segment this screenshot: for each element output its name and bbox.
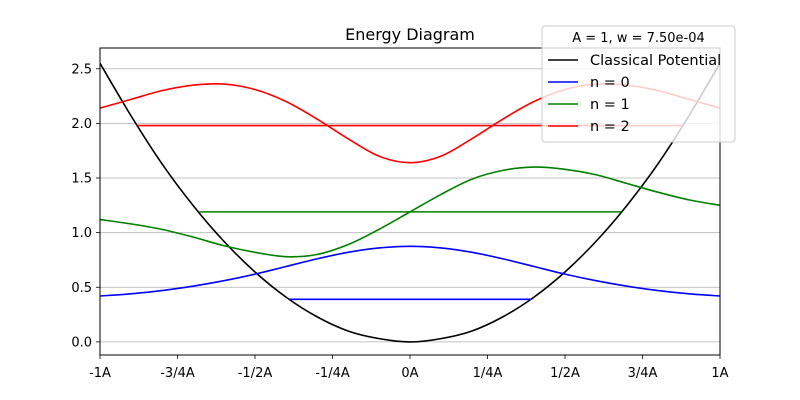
x-tick-label: 1/2A — [550, 366, 580, 381]
x-tick-label: -1/2A — [238, 366, 273, 381]
legend-entries: Classical Potential n = 0 n = 1 n = 2 — [548, 53, 721, 135]
x-tick-label: -1A — [89, 366, 111, 381]
series-line-n0 — [100, 245, 720, 297]
y-tick-label: 0.0 — [71, 335, 92, 350]
x-tick-label: 3/4A — [628, 366, 658, 381]
x-tick-label: 1A — [711, 366, 728, 381]
x-tick-label: -3/4A — [160, 366, 195, 381]
legend-label-n1: n = 1 — [590, 97, 630, 113]
y-tick-label: 2.5 — [71, 62, 92, 77]
legend-label-classical-potential: Classical Potential — [590, 53, 721, 69]
x-tick-label: 1/4A — [473, 366, 503, 381]
x-tick-label: -1/4A — [315, 366, 350, 381]
y-tick-label: 1.5 — [71, 172, 92, 187]
chart-title: Energy Diagram — [345, 25, 475, 44]
gridlines — [100, 68, 720, 343]
x-tick-label: 0A — [401, 366, 418, 381]
y-tick-label: 2.0 — [71, 117, 92, 132]
legend-label-n2: n = 2 — [590, 119, 630, 135]
legend: A = 1, w = 7.50e-04 Classical Potential n… — [541, 25, 736, 143]
series-line-n1 — [100, 166, 720, 258]
legend-box — [541, 25, 736, 143]
legend-title: A = 1, w = 7.50e-04 — [572, 31, 705, 46]
axis-ticks: -1A -3/4A -1/2A -1/4A 0A 1/4A 1/2A 3/4A 1A 0.0 0.5… — [71, 62, 728, 381]
y-tick-label: 0.5 — [71, 281, 92, 296]
legend-label-n0: n = 0 — [590, 75, 630, 91]
y-tick-label: 1.0 — [71, 226, 92, 241]
series-line-classical-potential — [100, 62, 720, 343]
